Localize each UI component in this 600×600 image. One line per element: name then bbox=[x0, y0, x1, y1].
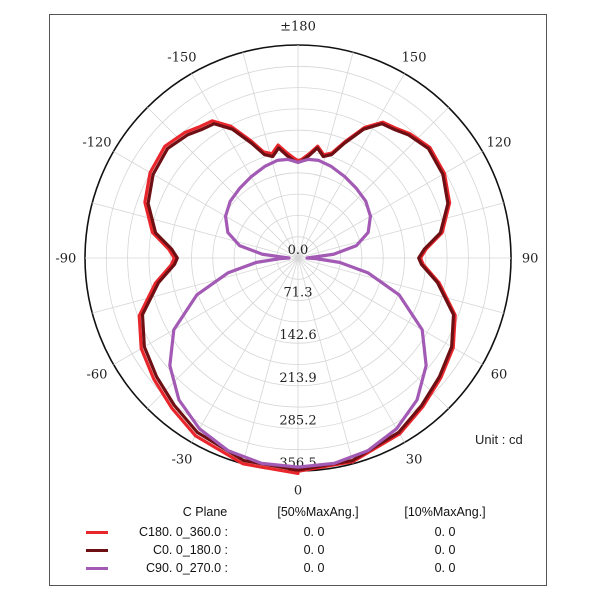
angle-tick-label: 60 bbox=[491, 368, 508, 383]
angle-tick-label: 90 bbox=[522, 252, 539, 267]
grid-spoke bbox=[297, 257, 504, 314]
legend-header-50: [50%MaxAng.] bbox=[277, 505, 359, 519]
legend-swatch-c90 bbox=[86, 567, 108, 570]
legend-value-10: 0. 0 bbox=[434, 561, 456, 575]
grid-spoke bbox=[297, 257, 354, 464]
legend-label: C90. 0_270.0 : bbox=[145, 561, 228, 575]
angle-tick-label: -90 bbox=[55, 252, 76, 267]
legend-row: C90. 0_270.0 : 0. 0 0. 0 bbox=[0, 559, 600, 577]
series-line-c90 bbox=[168, 157, 428, 469]
angle-tick-label: -60 bbox=[86, 368, 107, 383]
unit-label: Unit : cd bbox=[475, 432, 523, 447]
legend-label: C180. 0_360.0 : bbox=[139, 525, 228, 539]
angle-tick-label: ±180 bbox=[280, 19, 316, 34]
angle-tick-label: -150 bbox=[167, 50, 196, 65]
legend-label: C0. 0_180.0 : bbox=[152, 543, 228, 557]
legend-header-10: [10%MaxAng.] bbox=[404, 505, 486, 519]
radial-tick-label: 0.0 bbox=[288, 243, 309, 258]
polar-grid bbox=[84, 44, 512, 472]
grid-spoke bbox=[92, 257, 299, 314]
grid-spoke bbox=[297, 257, 405, 443]
legend-value-10: 0. 0 bbox=[434, 525, 456, 539]
series-group bbox=[137, 119, 457, 476]
legend-value-50: 0. 0 bbox=[303, 543, 325, 557]
legend-row: C180. 0_360.0 : 0. 0 0. 0 bbox=[0, 523, 600, 541]
legend-swatch-c0 bbox=[86, 549, 108, 552]
grid-spoke bbox=[297, 202, 504, 259]
grid-spoke bbox=[113, 151, 299, 259]
legend-value-50: 0. 0 bbox=[303, 561, 325, 575]
radial-tick-label: 142.6 bbox=[279, 328, 316, 343]
grid-spoke bbox=[147, 107, 299, 259]
radial-tick-label: 285.2 bbox=[279, 413, 316, 428]
angle-tick-label: 120 bbox=[487, 135, 512, 150]
grid-spoke bbox=[297, 107, 449, 259]
grid-spoke bbox=[242, 257, 299, 464]
angle-labels: ±180 150 120 90 60 30 0 -30 -60 -90 -120 -150 bbox=[55, 19, 538, 498]
radial-tick-label: 71.3 bbox=[284, 286, 313, 301]
legend-row: C0. 0_180.0 : 0. 0 0. 0 bbox=[0, 541, 600, 559]
angle-tick-label: -30 bbox=[171, 453, 192, 468]
grid-spoke bbox=[191, 73, 299, 259]
angle-tick-label: 0 bbox=[294, 484, 302, 499]
legend-header-cplane: C Plane bbox=[182, 505, 228, 519]
grid-spoke bbox=[297, 73, 405, 259]
series-line-c180 bbox=[137, 119, 457, 476]
legend-value-50: 0. 0 bbox=[303, 525, 325, 539]
radial-tick-label: 213.9 bbox=[279, 371, 316, 386]
grid-spoke bbox=[191, 257, 299, 443]
angle-tick-label: -120 bbox=[82, 135, 111, 150]
grid-spoke bbox=[92, 202, 299, 259]
grid-spoke bbox=[297, 151, 483, 259]
chart-frame bbox=[49, 14, 547, 586]
angle-tick-label: 30 bbox=[406, 453, 423, 468]
grid-spoke bbox=[297, 257, 449, 409]
legend-value-10: 0. 0 bbox=[434, 543, 456, 557]
angle-tick-label: 150 bbox=[402, 50, 427, 65]
legend-swatch-c180 bbox=[86, 531, 108, 534]
grid-spoke bbox=[147, 257, 299, 409]
